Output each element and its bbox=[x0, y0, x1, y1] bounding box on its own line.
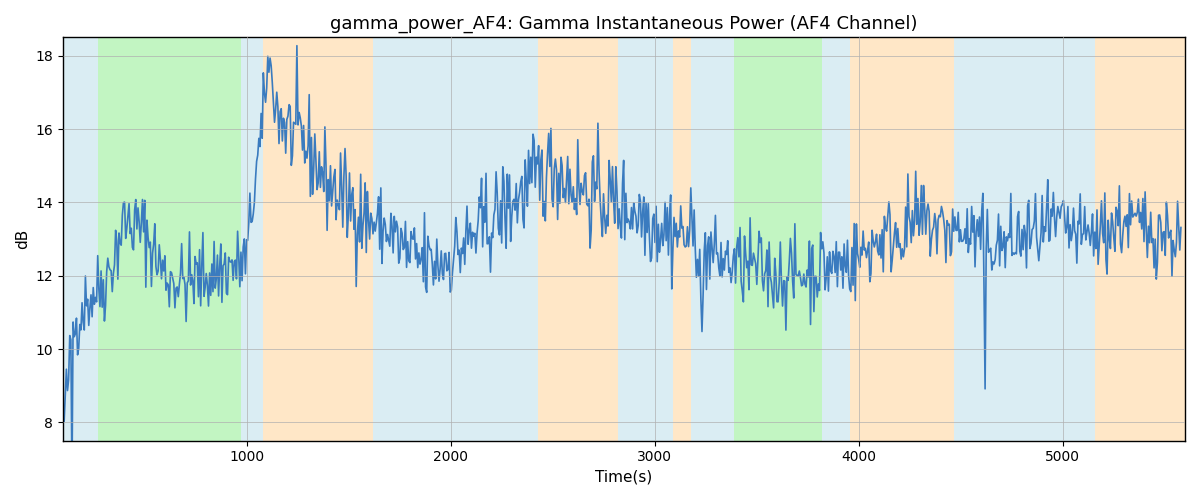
Bar bbox=[851, 38, 954, 440]
Y-axis label: dB: dB bbox=[16, 229, 30, 249]
Bar bbox=[1014, 38, 1096, 440]
Bar bbox=[1096, 38, 1186, 440]
Bar bbox=[240, 38, 263, 440]
Bar bbox=[673, 38, 691, 440]
X-axis label: Time(s): Time(s) bbox=[595, 470, 653, 485]
Bar bbox=[373, 38, 539, 440]
Bar bbox=[97, 38, 240, 440]
Bar bbox=[691, 38, 734, 440]
Bar bbox=[618, 38, 673, 440]
Title: gamma_power_AF4: Gamma Instantaneous Power (AF4 Channel): gamma_power_AF4: Gamma Instantaneous Pow… bbox=[330, 15, 918, 34]
Bar bbox=[263, 38, 373, 440]
Bar bbox=[539, 38, 618, 440]
Bar bbox=[954, 38, 1014, 440]
Bar bbox=[822, 38, 851, 440]
Bar bbox=[734, 38, 822, 440]
Bar bbox=[64, 38, 97, 440]
